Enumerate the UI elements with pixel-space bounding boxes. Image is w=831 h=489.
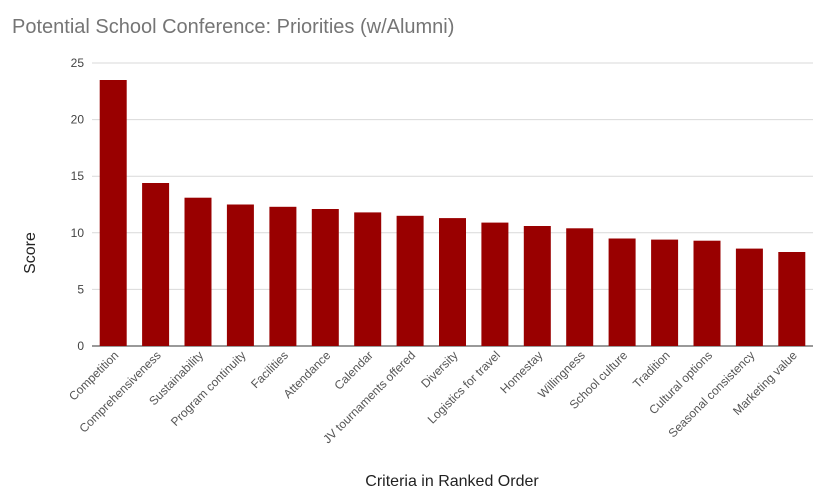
bars bbox=[99, 80, 806, 346]
bar bbox=[481, 222, 509, 346]
x-tick-label: Diversity bbox=[418, 348, 460, 390]
x-tick-label: Program continuity bbox=[168, 348, 249, 429]
bar bbox=[184, 197, 212, 346]
bar bbox=[651, 239, 679, 346]
bar bbox=[226, 204, 254, 346]
y-tick-label: 25 bbox=[71, 56, 85, 70]
bar bbox=[99, 80, 127, 346]
x-axis-ticks: CompetitionComprehensivenessSustainabili… bbox=[66, 348, 800, 446]
y-tick-label: 0 bbox=[77, 339, 84, 353]
chart-title: Potential School Conference: Priorities … bbox=[12, 16, 455, 38]
bar bbox=[693, 240, 721, 346]
bar bbox=[142, 183, 170, 346]
bar bbox=[396, 215, 424, 346]
bar bbox=[311, 209, 339, 346]
y-axis-ticks: 0 5 10 15 20 25 bbox=[71, 56, 85, 353]
bar bbox=[269, 206, 297, 346]
y-tick-label: 5 bbox=[77, 282, 84, 296]
x-tick-label: Logistics for travel bbox=[425, 348, 503, 426]
x-axis-title: Criteria in Ranked Order bbox=[365, 473, 539, 489]
bar bbox=[608, 238, 636, 346]
y-axis-title: Score bbox=[22, 232, 39, 274]
x-tick-label: Calendar bbox=[331, 348, 375, 392]
x-tick-label: Comprehensiveness bbox=[76, 348, 163, 435]
x-tick-label: Tradition bbox=[630, 348, 673, 391]
bar bbox=[523, 226, 551, 346]
x-tick-label: Facilities bbox=[248, 348, 291, 391]
bar bbox=[439, 218, 466, 346]
y-tick-label: 15 bbox=[71, 169, 85, 183]
bar bbox=[354, 212, 382, 346]
y-tick-label: 20 bbox=[71, 113, 85, 127]
bar bbox=[735, 248, 763, 346]
y-tick-label: 10 bbox=[71, 226, 85, 240]
bar bbox=[778, 252, 806, 346]
bar bbox=[566, 228, 594, 346]
